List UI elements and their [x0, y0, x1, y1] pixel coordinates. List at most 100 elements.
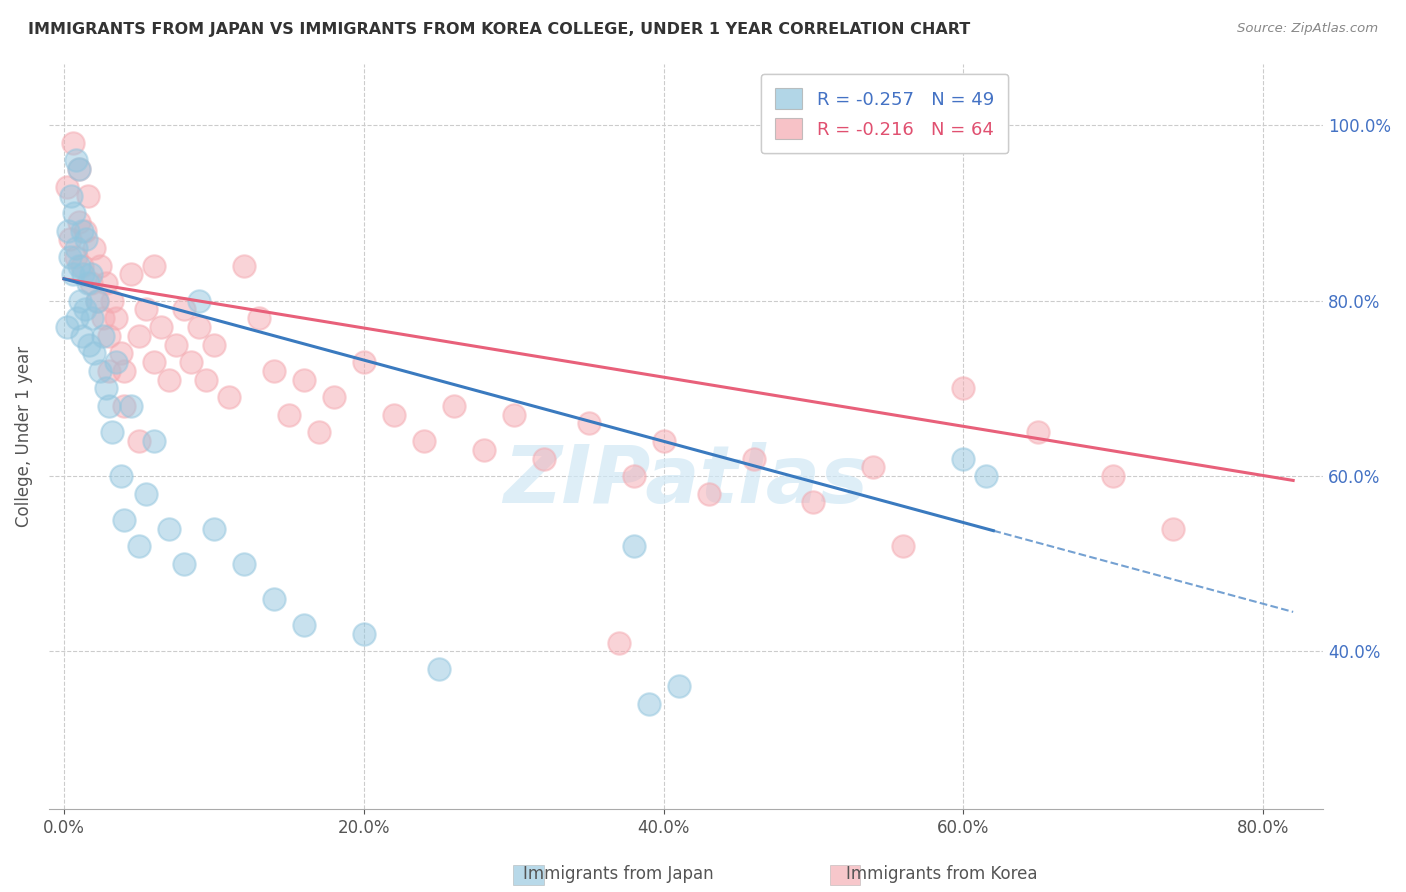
Point — [173, 557, 195, 571]
Point — [66, 311, 89, 326]
Point — [97, 399, 120, 413]
Point — [86, 293, 108, 308]
Point — [893, 539, 915, 553]
Point — [135, 486, 157, 500]
Point — [578, 417, 600, 431]
Point — [59, 250, 82, 264]
Point — [67, 259, 90, 273]
Point — [472, 442, 495, 457]
Point — [67, 162, 90, 177]
Point — [120, 399, 142, 413]
Point — [112, 364, 135, 378]
Point — [62, 268, 84, 282]
Point — [86, 293, 108, 308]
Point — [80, 268, 103, 282]
Text: Source: ZipAtlas.com: Source: ZipAtlas.com — [1237, 22, 1378, 36]
Point — [142, 355, 165, 369]
Point — [56, 179, 79, 194]
Point — [623, 539, 645, 553]
Point — [128, 328, 150, 343]
Point — [218, 390, 240, 404]
Point — [165, 337, 187, 351]
Point — [1102, 469, 1125, 483]
Point — [70, 328, 93, 343]
Point — [607, 635, 630, 649]
Text: ZIPatlas: ZIPatlas — [503, 442, 869, 520]
Point — [105, 355, 128, 369]
Point — [637, 697, 659, 711]
Point — [89, 259, 111, 273]
Point — [83, 346, 105, 360]
Point — [668, 680, 690, 694]
Point — [263, 591, 285, 606]
Point — [322, 390, 344, 404]
Point — [65, 241, 87, 255]
Point — [277, 408, 299, 422]
Point — [91, 311, 114, 326]
Point — [82, 311, 104, 326]
Point — [187, 293, 209, 308]
Point — [120, 268, 142, 282]
Point — [60, 188, 83, 202]
Point — [263, 364, 285, 378]
Point — [80, 276, 103, 290]
Point — [112, 513, 135, 527]
Point — [803, 495, 825, 509]
Point — [77, 188, 100, 202]
Point — [79, 337, 101, 351]
Point — [232, 259, 254, 273]
Point — [70, 224, 93, 238]
Point — [974, 469, 997, 483]
Point — [101, 425, 124, 440]
Point — [70, 259, 93, 273]
Point — [1161, 522, 1184, 536]
Point — [157, 373, 180, 387]
Point — [72, 268, 94, 282]
Point — [195, 373, 218, 387]
Point — [56, 320, 79, 334]
Point — [427, 662, 450, 676]
Point — [59, 232, 82, 246]
Point — [202, 522, 225, 536]
Point — [173, 302, 195, 317]
Point — [1026, 425, 1049, 440]
Point — [91, 328, 114, 343]
Point — [623, 469, 645, 483]
Point — [94, 276, 117, 290]
Point — [128, 539, 150, 553]
Point — [862, 460, 884, 475]
Point — [202, 337, 225, 351]
Point — [97, 328, 120, 343]
Point — [247, 311, 270, 326]
Point — [89, 364, 111, 378]
Point — [157, 522, 180, 536]
Point — [73, 224, 96, 238]
Text: Immigrants from Japan: Immigrants from Japan — [523, 864, 714, 882]
Point — [187, 320, 209, 334]
Y-axis label: College, Under 1 year: College, Under 1 year — [15, 346, 32, 527]
Text: IMMIGRANTS FROM JAPAN VS IMMIGRANTS FROM KOREA COLLEGE, UNDER 1 YEAR CORRELATION: IMMIGRANTS FROM JAPAN VS IMMIGRANTS FROM… — [28, 22, 970, 37]
Point — [105, 311, 128, 326]
Point — [73, 302, 96, 317]
Point — [308, 425, 330, 440]
Point — [180, 355, 202, 369]
Point — [142, 259, 165, 273]
Point — [77, 276, 100, 290]
Point — [353, 627, 375, 641]
Point — [292, 373, 315, 387]
Point — [128, 434, 150, 448]
Point — [292, 618, 315, 632]
Point — [232, 557, 254, 571]
Point — [63, 206, 86, 220]
Point — [83, 241, 105, 255]
Point — [62, 136, 84, 150]
Point — [353, 355, 375, 369]
Point — [952, 451, 974, 466]
Legend: R = -0.257   N = 49, R = -0.216   N = 64: R = -0.257 N = 49, R = -0.216 N = 64 — [761, 74, 1008, 153]
Point — [97, 364, 120, 378]
Point — [502, 408, 524, 422]
Point — [112, 399, 135, 413]
Point — [101, 293, 124, 308]
Point — [69, 293, 91, 308]
Point — [65, 250, 87, 264]
